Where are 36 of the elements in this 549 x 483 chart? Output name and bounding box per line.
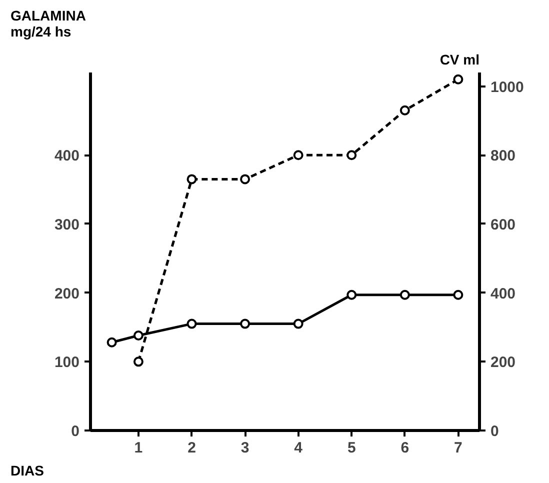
y2-tick-label: 200 bbox=[490, 354, 516, 372]
x-tick-label: 7 bbox=[454, 440, 462, 456]
point bbox=[240, 318, 250, 329]
y2-tick-label: 400 bbox=[490, 285, 516, 302]
point bbox=[186, 174, 197, 184]
point bbox=[346, 150, 357, 160]
point bbox=[240, 174, 250, 184]
point bbox=[186, 318, 197, 329]
x-axis-title: DIAS bbox=[10, 462, 44, 478]
y-tick-label: 300 bbox=[54, 216, 80, 234]
point bbox=[133, 330, 144, 340]
y2-tick-label: 1000 bbox=[490, 78, 524, 96]
y2-tick-label: 600 bbox=[490, 216, 516, 234]
y2-axis-title: CV ml bbox=[440, 52, 480, 68]
y-tick-label: 100 bbox=[54, 354, 80, 372]
x-tick-label: 1 bbox=[134, 440, 143, 456]
x-tick-label: 6 bbox=[400, 440, 410, 456]
point bbox=[400, 105, 410, 116]
point bbox=[453, 290, 464, 300]
y2-tick-label: 0 bbox=[490, 423, 499, 440]
y-tick-label: 0 bbox=[71, 423, 80, 440]
point bbox=[133, 356, 144, 367]
x-tick-label: 2 bbox=[188, 440, 196, 456]
point bbox=[293, 150, 304, 160]
point bbox=[453, 74, 464, 84]
y-tick-label: 200 bbox=[54, 285, 80, 302]
y-tick-label: 400 bbox=[54, 148, 80, 165]
point bbox=[346, 290, 357, 300]
y-axis-title: GALAMINA mg/24 hs bbox=[10, 8, 86, 40]
x-tick-label: 5 bbox=[347, 440, 356, 456]
y2-tick-label: 800 bbox=[490, 148, 516, 165]
point bbox=[106, 337, 117, 348]
x-tick-label: 4 bbox=[294, 440, 304, 456]
x-tick-label: 3 bbox=[240, 440, 250, 456]
point bbox=[400, 290, 410, 300]
point bbox=[293, 318, 304, 329]
